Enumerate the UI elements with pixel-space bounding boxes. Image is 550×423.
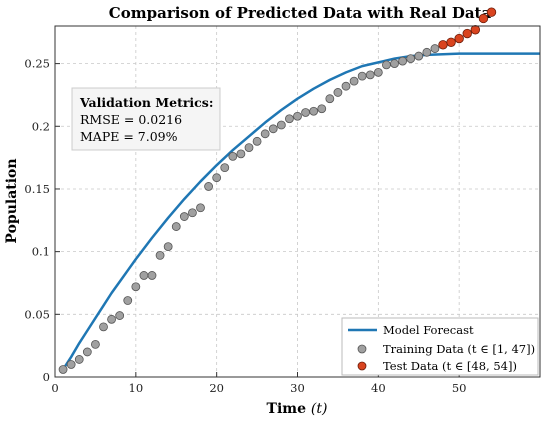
forecast-line: [62, 52, 540, 371]
x-axis-label-var: (t): [311, 401, 328, 417]
training-point: [341, 81, 351, 91]
metrics-box-frame: [71, 87, 221, 151]
legend-training-label: Training Data (t ∈ [1, 47]): [383, 342, 535, 356]
test-point: [454, 33, 464, 44]
x-axis-label: Time (t): [267, 401, 328, 417]
training-point: [414, 51, 424, 61]
test-point: [446, 37, 456, 47]
training-point: [373, 67, 383, 77]
training-point: [91, 340, 100, 349]
training-point: [406, 54, 416, 63]
training-point: [236, 149, 246, 159]
legend-test-swatch: [357, 361, 367, 371]
training-point: [66, 360, 76, 369]
training-point: [131, 282, 141, 292]
training-point: [155, 251, 165, 260]
x-tick-label: 30: [290, 381, 305, 395]
training-point: [58, 365, 68, 374]
training-point: [325, 94, 335, 104]
training-point: [301, 108, 310, 117]
training-point: [188, 208, 197, 218]
training-point: [333, 88, 343, 97]
training-point: [123, 296, 133, 305]
metrics-rmse: RMSE = 0.0216: [80, 112, 182, 127]
test-point: [470, 25, 481, 35]
y-tick-label: 0.25: [24, 57, 50, 71]
training-point: [204, 182, 213, 191]
training-point: [179, 212, 189, 221]
test-point: [486, 7, 497, 17]
y-tick-label: 0.05: [24, 307, 50, 321]
forecast-series: [62, 52, 540, 371]
y-tick-label: 0: [43, 370, 50, 384]
training-series: [58, 44, 440, 374]
training-point: [252, 136, 262, 146]
training-point: [268, 124, 278, 134]
training-point: [228, 151, 238, 161]
training-point: [382, 60, 391, 70]
axis-ticks: 0 10 20 30 40 50 0 0.05 0.1 0.15 0.2 0.25: [24, 57, 466, 395]
x-tick-label: 50: [452, 381, 467, 395]
training-point: [285, 114, 294, 124]
training-point: [365, 70, 375, 80]
training-point: [430, 44, 440, 53]
test-point: [478, 13, 489, 24]
training-point: [260, 129, 270, 139]
training-point: [317, 104, 327, 114]
test-point: [438, 40, 448, 50]
training-point: [163, 242, 173, 252]
training-point: [115, 311, 125, 320]
x-tick-label: 40: [371, 381, 386, 395]
training-point: [357, 71, 367, 81]
training-point: [398, 56, 407, 66]
training-point: [220, 163, 230, 173]
training-point: [196, 203, 205, 213]
y-tick-label: 0.1: [32, 245, 50, 259]
training-point: [212, 173, 222, 183]
training-point: [74, 355, 84, 364]
training-point: [82, 347, 92, 357]
legend: Model Forecast Training Data (t ∈ [1, 47…: [341, 317, 539, 376]
training-point: [147, 271, 157, 280]
training-point: [171, 222, 181, 231]
legend-forecast-label: Model Forecast: [383, 323, 474, 337]
x-axis-label-text: Time: [267, 401, 307, 417]
y-tick-label: 0.2: [32, 119, 50, 133]
training-point: [107, 314, 116, 324]
legend-test-label: Test Data (t ∈ [48, 54]): [383, 359, 517, 373]
training-point: [390, 59, 399, 69]
training-point: [276, 120, 286, 130]
training-point: [293, 111, 302, 121]
metrics-mape: MAPE = 7.09%: [80, 129, 178, 144]
legend-training-swatch: [357, 344, 367, 354]
metrics-box: Validation Metrics: RMSE = 0.0216 MAPE =…: [71, 87, 221, 151]
training-point: [99, 322, 108, 332]
training-point: [349, 76, 359, 86]
legend-frame: [341, 317, 539, 376]
x-tick-label: 0: [51, 381, 58, 395]
x-tick-label: 20: [209, 381, 224, 395]
training-point: [422, 47, 432, 57]
y-tick-label: 0.15: [24, 182, 50, 196]
y-axis-label: Population: [4, 158, 20, 243]
training-point: [309, 106, 319, 116]
x-tick-label: 10: [129, 381, 144, 395]
training-point: [244, 143, 254, 152]
test-point: [462, 28, 472, 39]
test-series: [438, 7, 497, 50]
training-point: [139, 271, 149, 280]
chart-title: Comparison of Predicted Data with Real D…: [109, 4, 492, 22]
metrics-title: Validation Metrics:: [79, 95, 213, 110]
